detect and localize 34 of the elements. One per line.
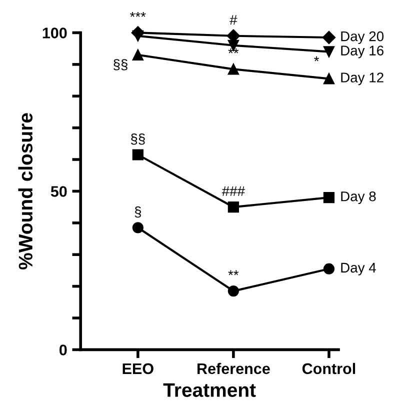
annotation: ### [222, 186, 245, 196]
point [131, 26, 145, 40]
y-tick-label: 100 [42, 28, 67, 38]
annotation: §§ [114, 59, 128, 70]
series-label: Day 16 [341, 46, 384, 58]
point [323, 73, 335, 84]
annotation: * [314, 56, 320, 62]
series-label: Day 20 [341, 31, 384, 44]
point [323, 46, 335, 58]
annotation: § [134, 206, 141, 218]
x-tick-label: Reference [198, 362, 270, 374]
point [323, 263, 335, 274]
point [228, 64, 239, 75]
y-tick-label: 50 [50, 186, 67, 197]
series-label: Day 8 [341, 191, 376, 204]
y-tick-label: 0 [60, 344, 67, 356]
annotation: *** [130, 12, 146, 17]
point [228, 202, 239, 213]
point [132, 222, 144, 234]
annotation: # [230, 15, 238, 25]
point [228, 286, 239, 297]
x-axis-title: Treatment [163, 383, 256, 397]
annotation: ** [228, 270, 239, 276]
y-axis-title: %Wound closure [18, 113, 33, 270]
point [322, 30, 336, 44]
x-tick-label: EEO [122, 363, 154, 374]
annotation: ** [228, 48, 239, 54]
annotation: §§ [130, 133, 145, 145]
series-label: Day 12 [341, 72, 384, 86]
x-tick-label: Control [302, 362, 356, 374]
point [132, 49, 144, 60]
point [132, 149, 144, 160]
point [323, 192, 335, 204]
series-label: Day 4 [341, 262, 376, 276]
